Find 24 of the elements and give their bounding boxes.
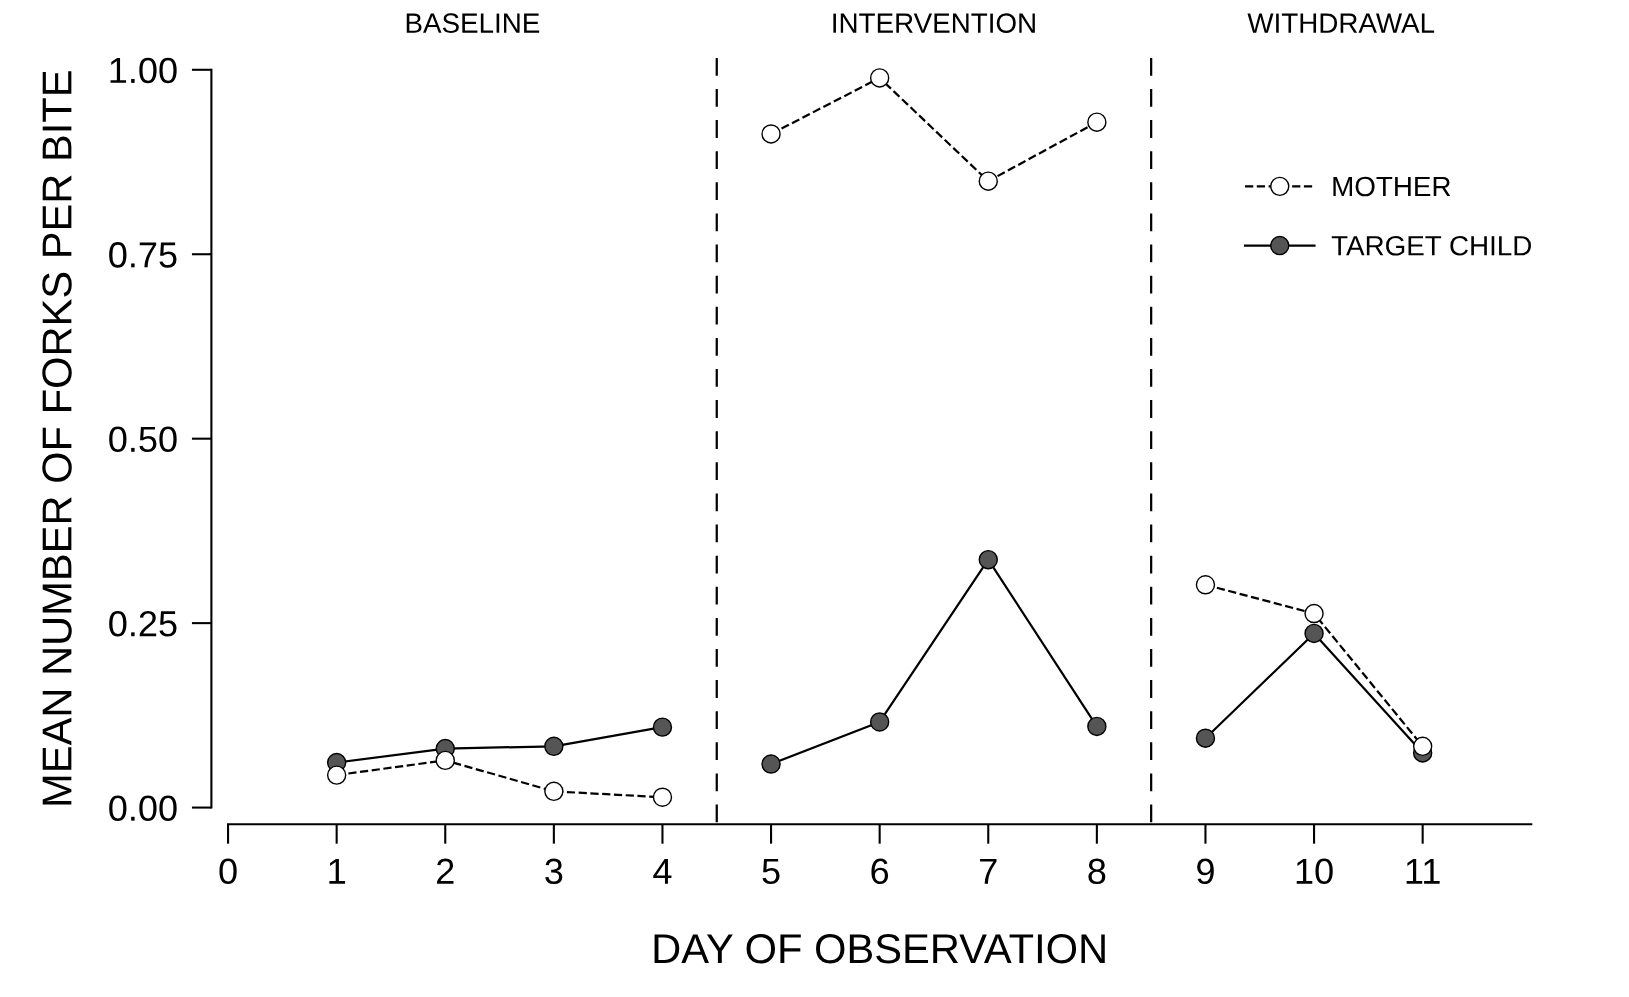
x-axis-title: DAY OF OBSERVATION	[654, 934, 1105, 964]
text: BASELINE	[406, 13, 540, 33]
x-tick-label: 5	[762, 858, 780, 885]
x-tick-label: 10	[1296, 858, 1333, 885]
legend-label: MOTHER	[1333, 176, 1451, 197]
y-tick-label: 0.25	[109, 610, 177, 637]
y-axis-title: MEAN NUMBER OF FORKS PER BITE	[42, 71, 72, 805]
x-tick-label: 4	[653, 858, 672, 884]
y-tick-label: 1.00	[110, 57, 177, 84]
x-tick-label: 8	[1088, 858, 1106, 885]
y-tick-label: 0.75	[109, 242, 177, 268]
x-tick-label: 3	[545, 858, 563, 885]
y-tick-label: 0.00	[109, 795, 177, 822]
x-tick-label: 1	[329, 858, 345, 884]
x-tick-label: 9	[1197, 858, 1214, 885]
y-tick-label: 0.50	[109, 426, 177, 453]
x-tick-label: 2	[437, 858, 454, 884]
text: INTERVENTION	[833, 13, 1035, 33]
x-tick-label: 11	[1406, 858, 1440, 884]
x-tick-label: 0	[219, 858, 237, 885]
x-tick-label: 7	[980, 858, 997, 884]
legend-label: TARGET CHILD	[1331, 235, 1531, 256]
text: WITHDRAWAL	[1247, 13, 1435, 33]
x-tick-label: 6	[871, 858, 889, 885]
